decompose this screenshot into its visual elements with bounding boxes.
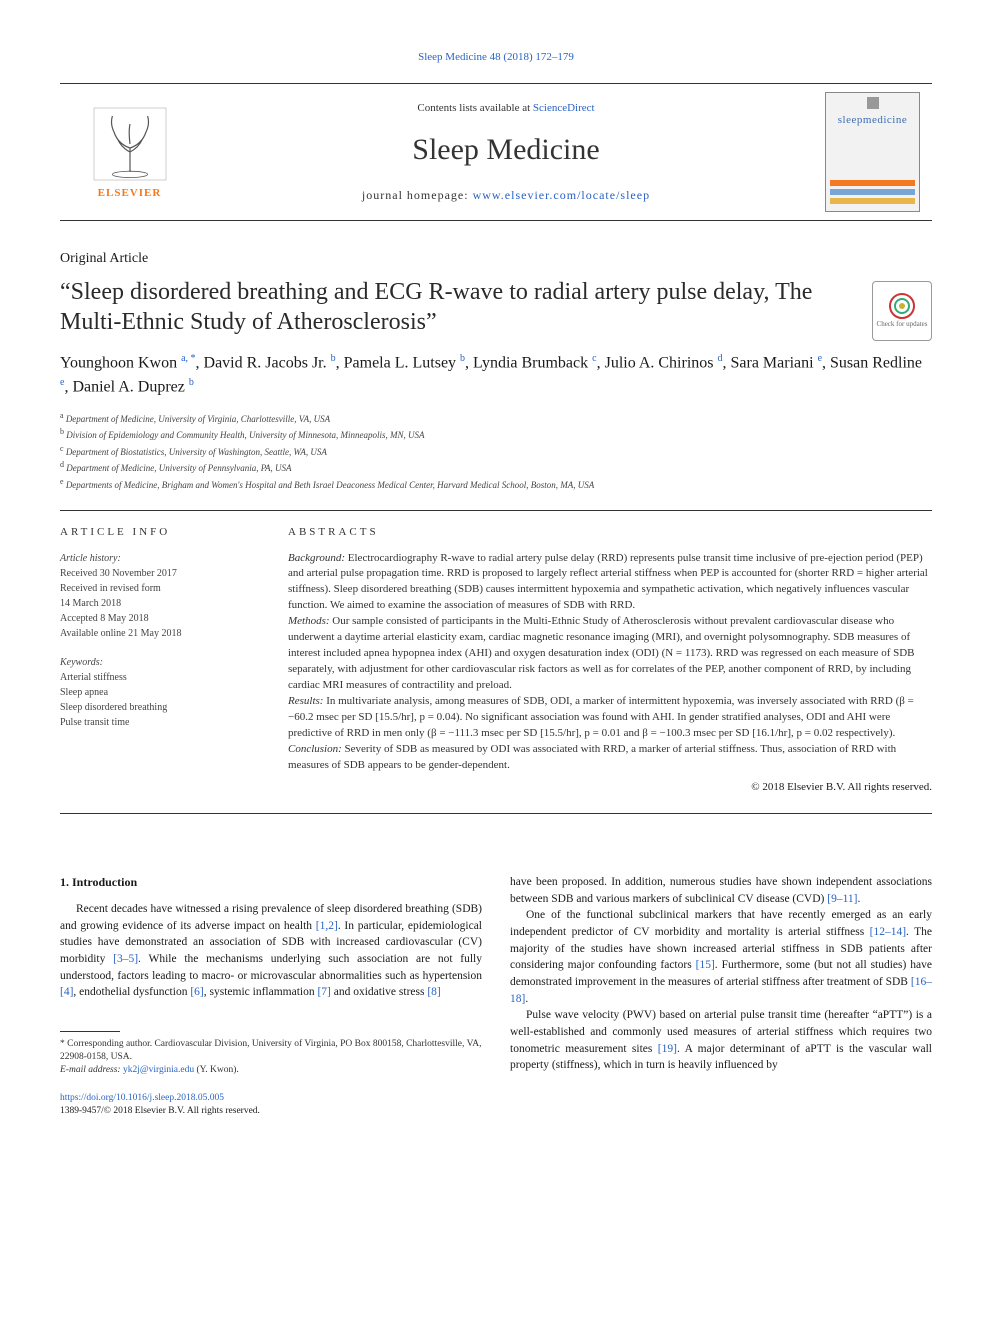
email-link[interactable]: yk2j@virginia.edu	[123, 1065, 194, 1075]
keyword-line: Arterial stiffness	[60, 670, 260, 685]
contents-prefix: Contents lists available at	[417, 102, 532, 114]
abstract-section-text: Our sample consisted of participants in …	[288, 615, 915, 691]
meta-abstract-row: ARTICLE INFO Article history: Received 3…	[60, 525, 932, 795]
article-history: Article history: Received 30 November 20…	[60, 551, 260, 641]
affiliation-line: b Division of Epidemiology and Community…	[60, 426, 932, 443]
contents-line: Contents lists available at ScienceDirec…	[187, 101, 825, 116]
affiliation-line: d Department of Medicine, University of …	[60, 459, 932, 476]
homepage-prefix: journal homepage:	[362, 188, 473, 202]
cover-title: sleepmedicine	[838, 113, 907, 128]
affiliations: a Department of Medicine, University of …	[60, 410, 932, 493]
citation-header: Sleep Medicine 48 (2018) 172–179	[60, 50, 932, 65]
email-suffix: (Y. Kwon).	[194, 1065, 239, 1075]
history-line: Received 30 November 2017	[60, 566, 260, 581]
abstract-section-text: In multivariate analysis, among measures…	[288, 695, 914, 739]
intro-paragraph: Recent decades have witnessed a rising p…	[60, 901, 482, 1001]
check-updates-badge[interactable]: Check for updates	[872, 281, 932, 341]
article-info-heading: ARTICLE INFO	[60, 525, 260, 540]
cover-stripe	[830, 189, 915, 195]
cover-stripes	[830, 180, 915, 207]
history-line: Accepted 8 May 2018	[60, 611, 260, 626]
abstract-section-text: Severity of SDB as measured by ODI was a…	[288, 743, 896, 771]
journal-header: ELSEVIER Contents lists available at Sci…	[60, 83, 932, 221]
body-paragraph: have been proposed. In addition, numerou…	[510, 874, 932, 907]
keyword-line: Sleep apnea	[60, 685, 260, 700]
keyword-line: Sleep disordered breathing	[60, 700, 260, 715]
authors-list: Younghoon Kwon a, *, David R. Jacobs Jr.…	[60, 351, 932, 400]
abstract-heading: ABSTRACTS	[288, 525, 932, 540]
abstract-copyright: © 2018 Elsevier B.V. All rights reserved…	[288, 780, 932, 795]
publisher-name: ELSEVIER	[98, 186, 162, 201]
abstract-section-text: Electrocardiography R-wave to radial art…	[288, 552, 928, 612]
keywords-label: Keywords:	[60, 655, 260, 670]
affiliation-line: a Department of Medicine, University of …	[60, 410, 932, 427]
doi-link[interactable]: https://doi.org/10.1016/j.sleep.2018.05.…	[60, 1093, 224, 1103]
sciencedirect-link[interactable]: ScienceDirect	[533, 102, 595, 114]
cover-stripe	[830, 198, 915, 204]
article-info-column: ARTICLE INFO Article history: Received 3…	[60, 525, 260, 795]
section-divider	[60, 510, 932, 511]
journal-header-center: Contents lists available at ScienceDirec…	[187, 101, 825, 203]
affiliation-line: c Department of Biostatistics, Universit…	[60, 443, 932, 460]
body-columns: 1. Introduction Recent decades have witn…	[60, 874, 932, 1118]
abstract-section-label: Conclusion:	[288, 743, 345, 755]
body-right-column: have been proposed. In addition, numerou…	[510, 874, 932, 1118]
homepage-link[interactable]: www.elsevier.com/locate/sleep	[473, 188, 651, 202]
history-line: Received in revised form	[60, 581, 260, 596]
check-updates-icon	[888, 292, 916, 320]
check-updates-label: Check for updates	[877, 320, 928, 330]
journal-homepage: journal homepage: www.elsevier.com/locat…	[187, 187, 825, 204]
history-line: 14 March 2018	[60, 596, 260, 611]
keyword-line: Pulse transit time	[60, 715, 260, 730]
affiliation-line: e Departments of Medicine, Brigham and W…	[60, 476, 932, 493]
corresponding-author-footnote: * Corresponding author. Cardiovascular D…	[60, 1038, 482, 1078]
journal-title: Sleep Medicine	[187, 129, 825, 171]
body-left-column: 1. Introduction Recent decades have witn…	[60, 874, 482, 1118]
abstract-text: Background: Electrocardiography R-wave t…	[288, 551, 932, 774]
publisher-logo: ELSEVIER	[72, 104, 187, 201]
body-paragraph: One of the functional subclinical marker…	[510, 907, 932, 1007]
abstract-section-label: Methods:	[288, 615, 332, 627]
footnote-divider	[60, 1031, 120, 1032]
article-type: Original Article	[60, 249, 932, 269]
title-wrap: “Sleep disordered breathing and ECG R-wa…	[60, 277, 932, 337]
section-divider	[60, 813, 932, 814]
corr-email-line: E-mail address: yk2j@virginia.edu (Y. Kw…	[60, 1064, 482, 1077]
doi-block: https://doi.org/10.1016/j.sleep.2018.05.…	[60, 1092, 482, 1119]
citation-link[interactable]: Sleep Medicine 48 (2018) 172–179	[418, 51, 574, 63]
journal-cover-thumbnail: sleepmedicine	[825, 92, 920, 212]
issn-copyright: 1389-9457/© 2018 Elsevier B.V. All right…	[60, 1106, 260, 1116]
history-line: Available online 21 May 2018	[60, 626, 260, 641]
corr-author-text: * Corresponding author. Cardiovascular D…	[60, 1038, 482, 1065]
elsevier-tree-icon	[90, 104, 170, 184]
abstract-column: ABSTRACTS Background: Electrocardiograph…	[288, 525, 932, 795]
abstract-section-label: Results:	[288, 695, 326, 707]
email-label: E-mail address:	[60, 1065, 123, 1075]
body-paragraph: Pulse wave velocity (PWV) based on arter…	[510, 1007, 932, 1074]
keywords-block: Keywords: Arterial stiffnessSleep apneaS…	[60, 655, 260, 730]
abstract-section-label: Background:	[288, 552, 348, 564]
cover-icon	[867, 97, 879, 109]
cover-stripe	[830, 180, 915, 186]
history-label: Article history:	[60, 551, 260, 566]
intro-heading: 1. Introduction	[60, 874, 482, 891]
article-title: “Sleep disordered breathing and ECG R-wa…	[60, 277, 932, 337]
